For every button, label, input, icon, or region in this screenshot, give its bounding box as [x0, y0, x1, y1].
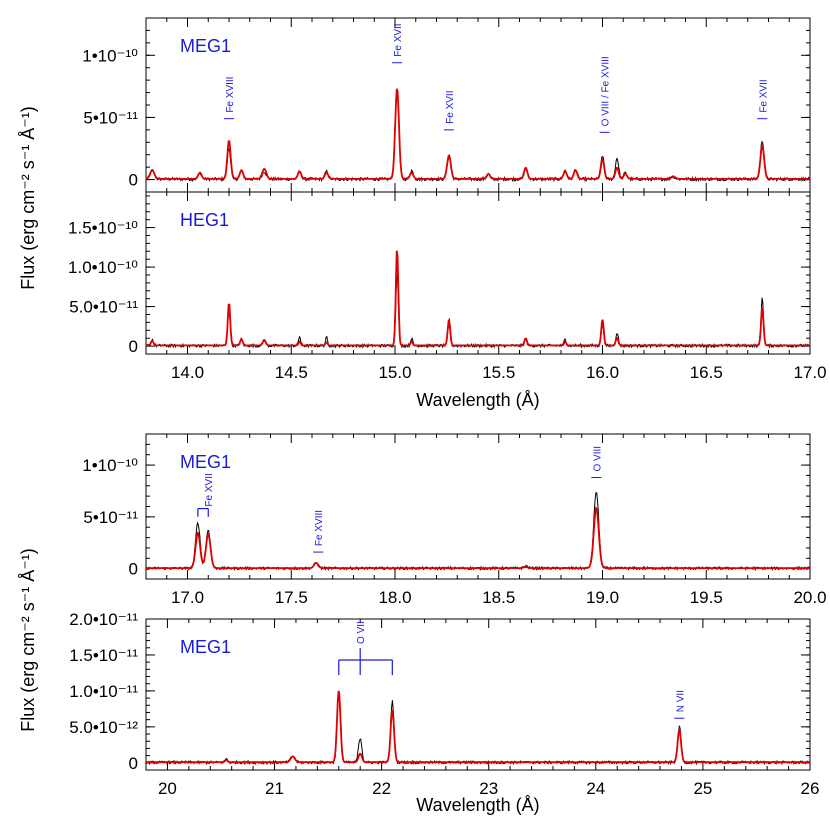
x-tick-label: 16.0	[586, 363, 619, 382]
line-id-label: O VIII	[592, 446, 603, 472]
x-tick-label: 17.5	[275, 588, 308, 607]
panel-label: MEG1	[180, 637, 231, 657]
y-tick-label: 2.0•10⁻¹¹	[69, 610, 138, 629]
x-tick-label: 19.0	[586, 588, 619, 607]
bracket-label: O VII	[356, 621, 367, 644]
x-tick-label: 23	[479, 779, 498, 798]
panel-frame	[145, 433, 811, 580]
x-tick-label: 14.0	[171, 363, 204, 382]
y-tick-label: 5•10⁻¹¹	[83, 508, 138, 527]
x-tick-label: 15.5	[482, 363, 515, 382]
x-axis-title-top: Wavelength (Å)	[416, 390, 539, 410]
line-id-label: Fe XVII	[393, 23, 404, 56]
y-tick-label: 1•10⁻¹⁰	[82, 456, 138, 475]
x-tick-label: 24	[586, 779, 605, 798]
y-axis-title-top: Flux (erg cm⁻² s⁻¹ Å⁻¹)	[18, 106, 38, 290]
panel-frame	[145, 191, 811, 355]
y-tick-label: 0	[129, 337, 138, 356]
model-spectrum-line	[145, 88, 810, 180]
y-tick-label: 5•10⁻¹¹	[83, 108, 138, 127]
y-tick-label: 0	[129, 560, 138, 579]
observed-spectrum-line	[145, 694, 811, 766]
line-id-label: Fe XVII	[445, 90, 456, 123]
panel-label: MEG1	[180, 36, 231, 56]
x-tick-label: 20	[158, 779, 177, 798]
y-axis-title-bottom: Flux (erg cm⁻² s⁻¹ Å⁻¹)	[18, 548, 38, 732]
model-spectrum-line	[146, 250, 810, 347]
x-tick-label: 20.0	[793, 588, 826, 607]
x-tick-label: 18.5	[482, 588, 515, 607]
x-tick-label: 26	[801, 779, 820, 798]
y-tick-label: 1.0•10⁻¹¹	[69, 682, 138, 701]
x-tick-label: 18.0	[378, 588, 411, 607]
x-tick-label: 17.0	[171, 588, 204, 607]
observed-spectrum-line	[145, 274, 811, 349]
x-axis-title-bottom: Wavelength (Å)	[416, 795, 539, 815]
y-tick-label: 5.0•10⁻¹²	[69, 718, 138, 737]
x-tick-label: 22	[372, 779, 391, 798]
model-spectrum-line	[146, 506, 810, 569]
x-tick-label: 19.5	[690, 588, 723, 607]
line-id-label: O VIII / Fe XVIII	[601, 56, 612, 126]
y-tick-label: 1•10⁻¹⁰	[82, 46, 138, 65]
y-tick-label: 0	[129, 754, 138, 773]
line-id-label: Fe XVIII	[314, 510, 325, 546]
line-id-label: Fe XVIII	[225, 77, 236, 113]
x-tick-label: 15.0	[378, 363, 411, 382]
line-id-label: Fe XVII	[758, 79, 769, 112]
y-tick-label: 1.0•10⁻¹⁰	[68, 258, 138, 277]
model-spectrum-line	[146, 690, 810, 764]
panel-label: HEG1	[180, 210, 229, 230]
observed-spectrum-line	[145, 92, 811, 183]
x-tick-label: 21	[265, 779, 284, 798]
x-tick-label: 25	[693, 779, 712, 798]
y-tick-label: 0	[129, 171, 138, 190]
y-tick-label: 1.5•10⁻¹¹	[69, 646, 138, 665]
bracket-label: Fe XVII	[204, 473, 215, 506]
observed-spectrum-line	[145, 491, 811, 572]
x-tick-label: 14.5	[275, 363, 308, 382]
y-tick-label: 5.0•10⁻¹¹	[69, 298, 138, 317]
x-tick-label: 17.0	[793, 363, 826, 382]
panel-label: MEG1	[180, 452, 231, 472]
panel-frame	[145, 17, 811, 193]
x-tick-label: 16.5	[690, 363, 723, 382]
panel-frame	[145, 618, 811, 771]
y-tick-label: 1.5•10⁻¹⁰	[68, 219, 138, 238]
line-id-label: N VII	[675, 690, 686, 712]
